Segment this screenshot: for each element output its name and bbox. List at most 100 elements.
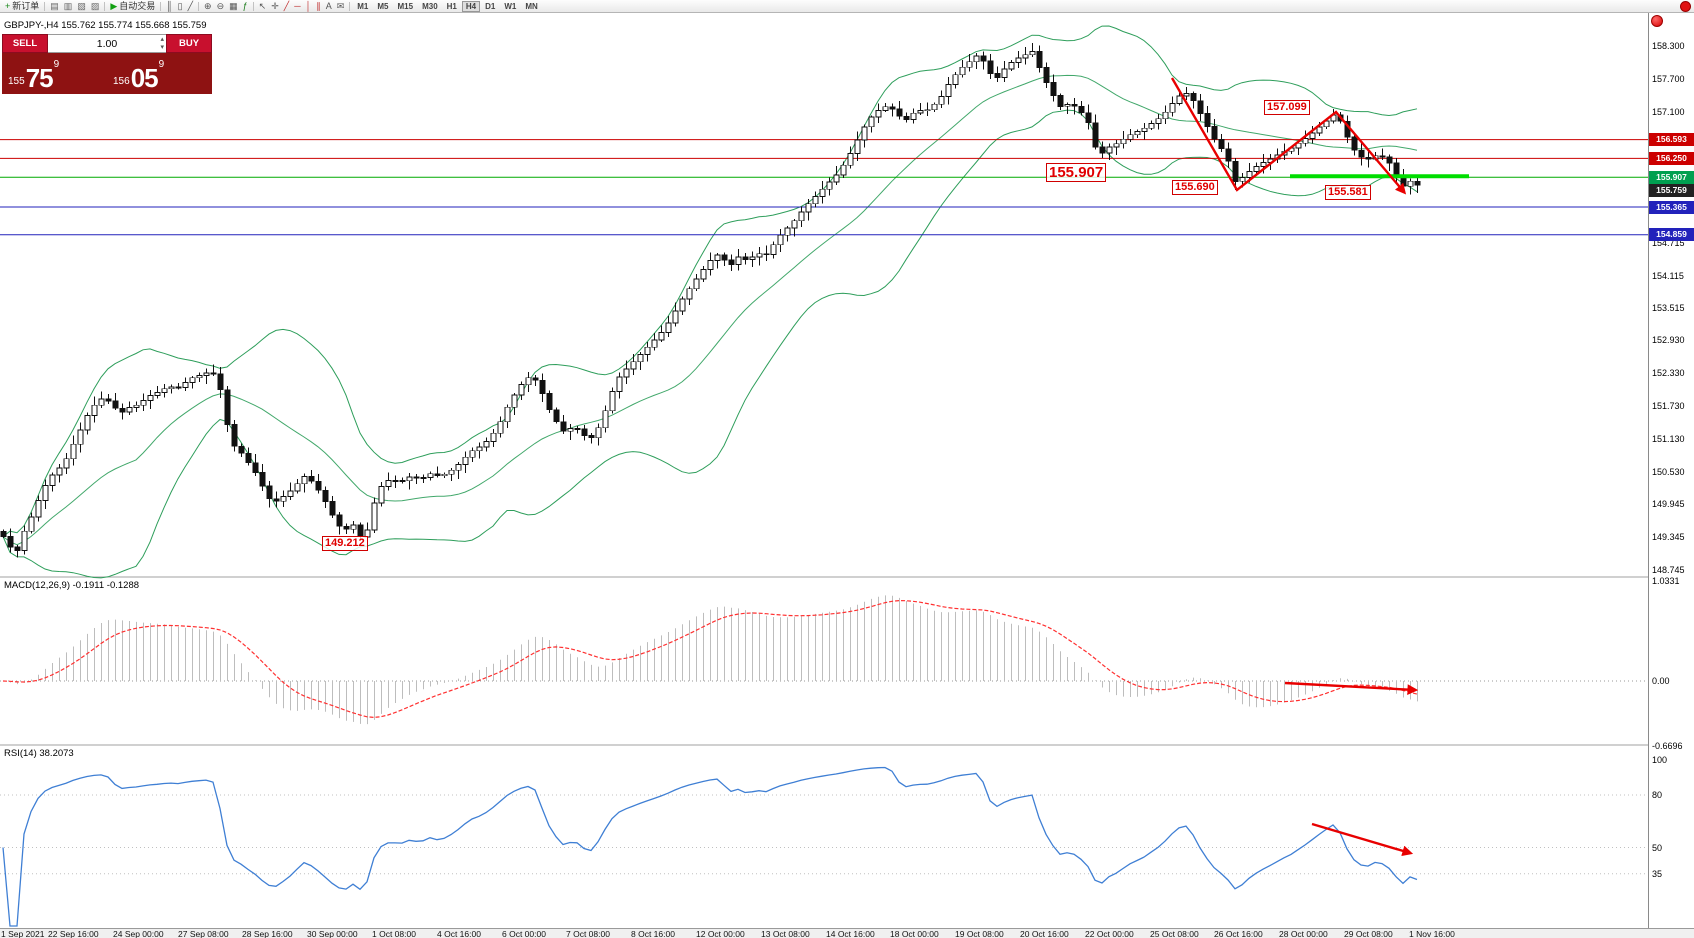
toolbar-separator — [198, 1, 200, 11]
trend-zigzag-line[interactable] — [1170, 77, 1407, 195]
shapes-icon[interactable]: ✉ — [335, 0, 347, 12]
time-tick: 20 Oct 16:00 — [1020, 929, 1069, 938]
time-tick: 1 Sep 2021 — [1, 929, 45, 938]
navigator-icon[interactable]: ▧ — [75, 0, 88, 12]
time-tick: 1 Nov 16:00 — [1409, 929, 1455, 938]
grid-icon[interactable]: ▦ — [227, 0, 240, 12]
price-axis[interactable] — [1648, 13, 1694, 928]
buy-price[interactable]: 156 05 9 — [107, 53, 212, 94]
chart-symbol-header: GBPJPY-,H4 155.762 155.774 155.668 155.7… — [4, 20, 207, 31]
rsi-tick: 100 — [1652, 755, 1668, 765]
zoom-in-icon[interactable]: ⊕ — [202, 0, 214, 12]
macd-tick: -0.6696 — [1652, 740, 1683, 751]
rsi-indicator — [0, 766, 1648, 927]
data-window-icon[interactable]: ▥ — [62, 0, 75, 12]
rsi-arrow-annotation[interactable] — [1311, 822, 1414, 857]
crosshair-icon[interactable]: ✛ — [269, 0, 281, 12]
zoom-in-icon-glyph: ⊕ — [204, 1, 212, 11]
trendline-icon-glyph: ╱ — [283, 1, 290, 11]
indicators-icon[interactable]: ƒ — [241, 0, 250, 12]
toolbar-status-icon — [1680, 0, 1691, 12]
zoom-out-icon[interactable]: ⊖ — [215, 0, 227, 12]
buy-price-sup: 9 — [158, 59, 165, 70]
market-watch-icon[interactable]: ▤ — [48, 0, 61, 12]
price-badge: 154.859 — [1649, 228, 1694, 242]
macd-arrow-annotation[interactable] — [1284, 681, 1419, 695]
price-tick: 154.715 — [1652, 237, 1685, 248]
pane-dividers — [0, 576, 1694, 746]
bars-chart-icon-glyph: ║ — [166, 1, 173, 11]
candles-chart-icon[interactable]: ▯ — [176, 0, 185, 12]
time-tick: 1 Oct 08:00 — [372, 929, 416, 938]
toolbar-separator — [160, 1, 162, 11]
price-badge: 156.250 — [1649, 151, 1694, 165]
volume-value: 1.00 — [96, 37, 118, 50]
volume-spinner[interactable]: ▴ ▾ — [160, 36, 164, 52]
autotrade-button[interactable]: ▶ 自动交易 — [108, 0, 157, 12]
sell-price-prefix: 155 — [8, 76, 25, 87]
spin-down-icon[interactable]: ▾ — [160, 44, 164, 51]
sell-button[interactable]: SELL — [2, 34, 48, 53]
sell-price[interactable]: 155 75 9 — [2, 53, 107, 94]
time-tick: 4 Oct 16:00 — [437, 929, 481, 938]
time-tick: 7 Oct 08:00 — [566, 929, 610, 938]
macd-tick: 0.00 — [1652, 676, 1670, 686]
price-annotation-label[interactable]: 149.212 — [322, 536, 368, 551]
price-tick: 152.930 — [1652, 335, 1685, 346]
price-tick: 157.700 — [1652, 73, 1685, 84]
timeframe-w1-button[interactable]: W1 — [500, 1, 520, 12]
toolbar-separator — [349, 1, 351, 11]
hline-icon[interactable]: ─ — [292, 0, 302, 12]
price-annotation-label[interactable]: 155.690 — [1172, 180, 1218, 195]
timeframe-h1-button[interactable]: H1 — [443, 1, 461, 12]
shapes-icon-glyph: ✉ — [336, 1, 345, 11]
rsi-tick: 80 — [1652, 790, 1663, 800]
timeframe-mn-button[interactable]: MN — [521, 1, 541, 12]
rsi-tick: 35 — [1652, 868, 1663, 879]
price-tick: 151.730 — [1652, 401, 1685, 412]
price-annotation-label[interactable]: 155.581 — [1325, 185, 1371, 200]
chart-status-icon — [1651, 15, 1663, 27]
cursor-icon[interactable]: ↖ — [257, 0, 269, 12]
price-badge: 155.365 — [1649, 200, 1694, 214]
candlestick-series — [0, 43, 1421, 558]
toolbar-separator — [252, 1, 254, 11]
channel-icon-glyph: ∥ — [316, 1, 321, 11]
buy-button[interactable]: BUY — [166, 34, 212, 53]
new-order-button-label: 新订单 — [12, 0, 40, 11]
line-chart-icon-glyph: ╱ — [187, 1, 194, 11]
time-tick: 30 Sep 00:00 — [307, 929, 358, 938]
terminal-icon[interactable]: ▨ — [89, 0, 102, 12]
time-axis[interactable]: 1 Sep 2021 22 Sep 16:00 24 Sep 00:00 27 Sep… — [0, 928, 1694, 938]
timeframe-d1-button[interactable]: D1 — [481, 1, 499, 12]
timeframe-m1-button[interactable]: M1 — [353, 1, 372, 12]
timeframe-m5-button[interactable]: M5 — [373, 1, 392, 12]
time-tick: 27 Sep 08:00 — [178, 929, 229, 938]
timeframe-m30-button[interactable]: M30 — [418, 1, 442, 12]
new-order-button[interactable]: + 新订单 — [3, 0, 41, 12]
zoom-out-icon-glyph: ⊖ — [216, 1, 225, 11]
line-chart-icon[interactable]: ╱ — [186, 0, 195, 12]
text-icon[interactable]: A — [324, 0, 334, 12]
timeframe-h4-button[interactable]: H4 — [461, 0, 481, 12]
volume-field[interactable]: 1.00 ▴ ▾ — [48, 34, 166, 53]
macd-indicator-label: MACD(12,26,9) -0.1911 -0.1288 — [4, 580, 140, 591]
bollinger-bands — [2, 25, 1418, 579]
trendline-icon[interactable]: ╱ — [282, 0, 291, 12]
chart-background[interactable] — [0, 13, 1694, 938]
spin-up-icon[interactable]: ▴ — [160, 36, 164, 43]
macd-indicator — [0, 595, 1648, 725]
bars-chart-icon[interactable]: ║ — [164, 0, 174, 12]
timeframe-m15-button[interactable]: M15 — [394, 1, 418, 12]
price-tick: 149.345 — [1652, 532, 1685, 543]
chart-annotations[interactable] — [1170, 77, 1469, 195]
channel-icon[interactable]: ∥ — [314, 0, 323, 12]
vline-icon[interactable]: │ — [304, 0, 314, 12]
new-order-glyph: + — [5, 1, 11, 11]
price-annotation-label[interactable]: 157.099 — [1264, 100, 1310, 115]
crosshair-icon-glyph: ✛ — [271, 1, 279, 11]
price-annotation-label[interactable]: 155.907 — [1046, 163, 1107, 183]
price-level-lines[interactable] — [0, 139, 1648, 236]
